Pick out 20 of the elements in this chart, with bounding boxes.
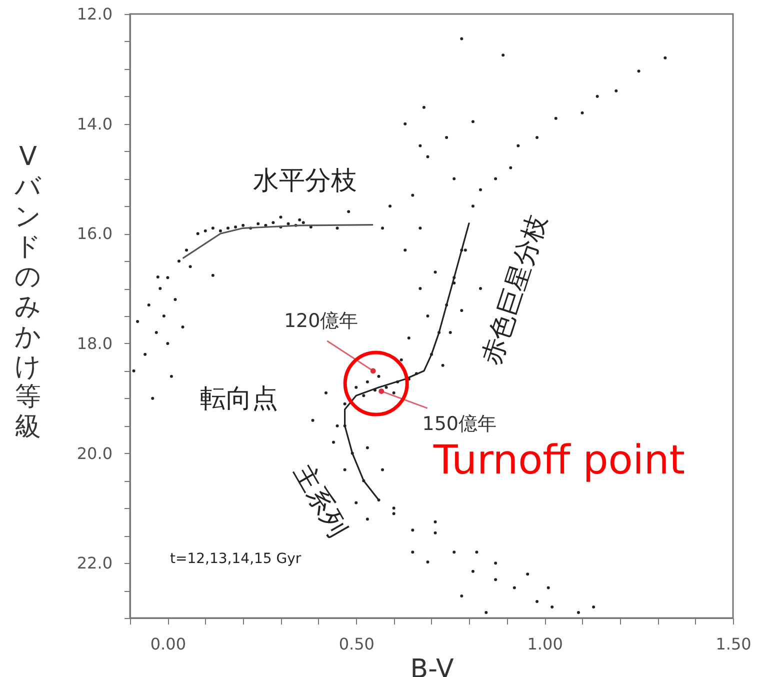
annotation: 主系列 [288,460,352,542]
annotation: 赤色巨星分枝 [476,211,554,369]
y-tick-label: 22.0 [76,554,112,573]
y-tick-label: 16.0 [76,224,112,244]
annotation: 水平分枝 [253,166,357,196]
text: Vバンドのみかけ等級 [14,142,42,442]
x-tick-label: 0.00 [150,634,186,654]
y-tick-label: 12.0 [76,4,112,24]
y-tick-label: 20.0 [76,444,112,463]
x-tick-label: 0.50 [338,634,374,654]
x-tick-label: 1.00 [527,634,563,654]
line-series [182,224,374,260]
annotation: 転向点 [200,384,278,414]
x-tick-label: 1.50 [716,634,752,654]
y-tick-label: 14.0 [76,114,112,134]
y-tick-label: 18.0 [76,334,112,353]
annotation: 120億年 [284,310,358,332]
annotation: t=12,13,14,15 Gyr [170,551,302,567]
annotation: 150億年 [422,413,497,436]
annotation: Turnoff point [432,438,685,484]
